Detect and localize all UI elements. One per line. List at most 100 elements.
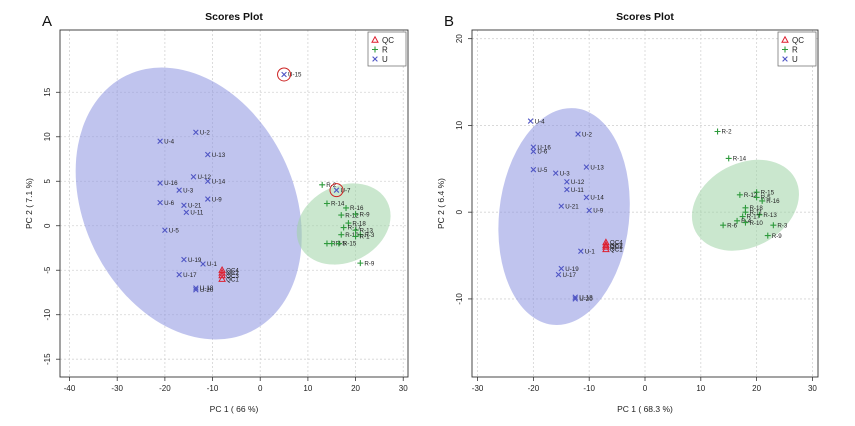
point-label-r-4: R-4: [741, 218, 752, 225]
chart-title: Scores Plot: [616, 11, 674, 23]
point-u-16: [530, 144, 537, 150]
point-label-u-16: U-16: [537, 144, 551, 151]
point-label-r-14: R-14: [733, 156, 747, 163]
point-label-qc4: QC4: [610, 240, 623, 247]
legend-label-u: U: [382, 55, 388, 64]
point-label-r-10: R-10: [345, 232, 359, 239]
point-label-r-9: R-9: [772, 233, 783, 240]
point-r-16: [343, 204, 350, 211]
point-label-qc2: QC2: [226, 270, 239, 277]
chart-title: Scores Plot: [205, 11, 263, 23]
point-r-14: [725, 155, 732, 162]
point-u-5: [162, 227, 168, 233]
point-r-15: [335, 240, 342, 247]
plot-frame: [59, 29, 409, 378]
point-label-r-6: R-6: [727, 222, 738, 229]
x-tick-label: 20: [351, 384, 360, 393]
point-label-r-9: R-9: [364, 260, 375, 267]
point-u-13: [583, 164, 590, 170]
point-u-1: [578, 248, 584, 255]
x-tick-label: -10: [583, 384, 595, 393]
highlight-circle-u-7: [329, 183, 344, 198]
ellipse-u: [498, 108, 630, 325]
point-u-11: [564, 186, 570, 193]
point-label-u-19: U-19: [188, 257, 202, 264]
point-label-u-9: U-9: [593, 208, 604, 215]
point-label-u-1: U-1: [585, 248, 596, 255]
point-r-1: [352, 233, 359, 240]
point-u-13: [204, 151, 211, 158]
x-tick-label: -20: [528, 384, 540, 393]
point-label-u-5: U-5: [169, 227, 180, 234]
point-u-2: [575, 131, 581, 137]
point-u-7: [333, 187, 340, 193]
point-qc1: [602, 245, 610, 253]
legend-marker-qc: [781, 35, 789, 43]
point-qc3: [602, 242, 610, 250]
point-r-11: [742, 209, 749, 216]
ellipse-u: [75, 67, 302, 340]
y-tick-label: 0: [455, 209, 464, 214]
point-label-u-17: U-17: [563, 272, 577, 279]
x-tick-label: -40: [64, 384, 76, 393]
point-r-6: [720, 222, 727, 229]
point-label-r-14: R-14: [331, 201, 345, 208]
y-axis-title: PC 2 ( 7.1 %): [24, 178, 34, 229]
x-tick-label: 30: [399, 384, 408, 393]
point-u-18: [572, 294, 579, 300]
point-label-r-16: R-16: [766, 198, 780, 205]
point-qc1: [218, 274, 226, 282]
point-qc2: [602, 240, 610, 248]
point-r-17: [340, 224, 347, 231]
point-u-17: [176, 271, 182, 278]
y-tick-label: 20: [455, 34, 464, 43]
y-tick-label: -5: [43, 266, 52, 274]
point-label-r-5: R-5: [761, 195, 772, 202]
point-r-17: [739, 213, 746, 220]
point-label-u-21: U-21: [188, 202, 202, 209]
point-u-18: [193, 285, 199, 291]
y-axis-title: PC 2 ( 6.4 %): [436, 178, 446, 229]
point-r-12: [338, 212, 345, 219]
x-tick-label: 0: [258, 384, 263, 393]
point-label-u-6: U-6: [164, 200, 175, 207]
point-label-r-18: R-18: [749, 205, 763, 212]
point-label-u-19: U-19: [565, 266, 579, 273]
point-u-19: [181, 256, 187, 263]
legend-label-qc: QC: [382, 36, 394, 45]
point-r-2: [319, 181, 326, 188]
x-axis-title: PC 1 ( 68.3 %): [617, 404, 673, 414]
point-r-3: [357, 231, 364, 238]
point-label-u-6: U-6: [537, 149, 548, 156]
point-u-19: [558, 265, 565, 272]
point-u-5: [530, 166, 537, 173]
point-label-qc3: QC3: [610, 244, 623, 251]
x-tick-label: 0: [643, 384, 648, 393]
point-r-15: [753, 189, 760, 196]
highlight-circle-u-15: [277, 67, 292, 82]
point-label-u-11: U-11: [571, 187, 585, 194]
point-label-r-16: R-16: [350, 205, 364, 212]
point-label-u-3: U-3: [560, 170, 571, 177]
point-u-11: [183, 209, 190, 216]
x-axis-title: PC 1 ( 66 %): [210, 404, 259, 414]
x-tick-label: 10: [303, 384, 312, 393]
point-label-u-16: U-16: [164, 180, 178, 187]
x-tick-label: 20: [752, 384, 761, 393]
point-label-u-13: U-13: [212, 152, 226, 159]
point-label-r-13: R-13: [360, 227, 374, 234]
point-u-14: [204, 178, 211, 185]
x-tick-label: -30: [111, 384, 123, 393]
point-label-qc3: QC3: [226, 273, 239, 280]
point-u-12: [190, 174, 197, 180]
panel-letter: A: [42, 13, 52, 30]
point-u-4: [157, 138, 163, 145]
x-tick-label: 10: [696, 384, 705, 393]
point-label-qc4: QC4: [226, 267, 239, 274]
point-label-r-9: R-9: [360, 211, 371, 218]
point-r-2: [714, 128, 721, 135]
point-label-u-5: U-5: [537, 167, 548, 174]
